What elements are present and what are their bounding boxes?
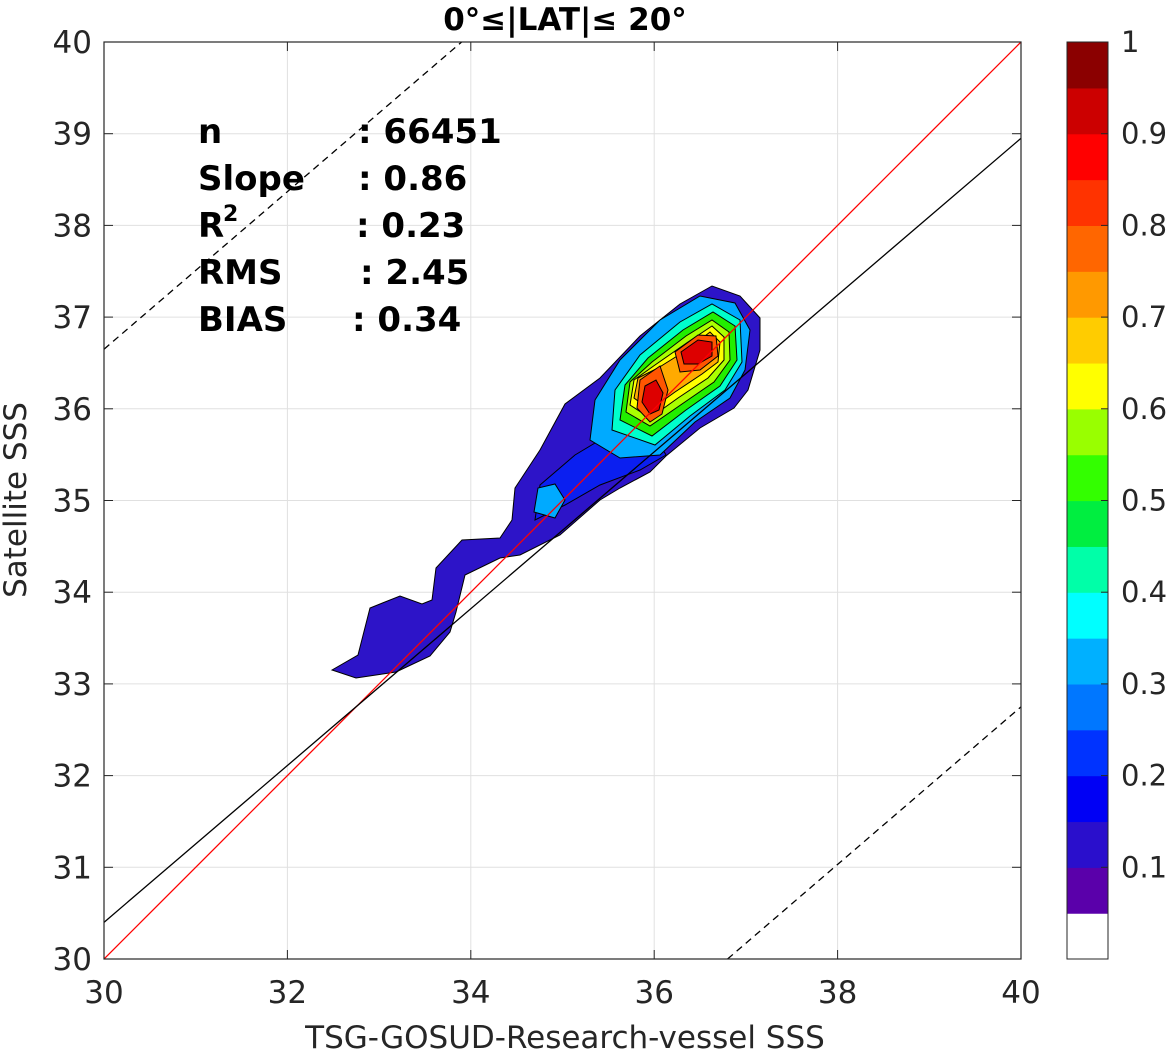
grid	[103, 41, 1022, 960]
y-tick-label-0: 30	[53, 942, 92, 978]
colorbar-swatch-1	[1067, 867, 1108, 914]
colorbar-label-7: 0.8	[1121, 208, 1167, 242]
y-tick-label-2: 32	[53, 759, 92, 795]
x-tick-label-0: 30	[84, 975, 123, 1011]
y-tick-label-1: 31	[53, 850, 92, 886]
colorbar-swatch-4	[1067, 729, 1108, 777]
colorbar: 0.1 0.2 0.3 0.4 0.5 0.6 0.7 0.8 0.9 1	[1066, 25, 1167, 960]
identity-line	[104, 42, 1021, 959]
colorbar-swatch-12	[1067, 362, 1108, 410]
x-tick-label-1: 32	[268, 975, 307, 1011]
colorbar-swatch-2	[1067, 821, 1108, 868]
stat-value-1: : 0.86	[358, 159, 467, 199]
colorbar-swatch-18	[1067, 87, 1108, 135]
x-axis-label: TSG-GOSUD-Research-vessel SSS	[304, 1020, 825, 1055]
stat-label-sup-2: 2	[223, 202, 238, 227]
colorbar-label-0: 0.1	[1121, 850, 1167, 884]
colorbar-label-5: 0.6	[1121, 392, 1167, 426]
stat-value-4: : 0.34	[352, 300, 461, 340]
y-axis-label: Satellite SSS	[0, 402, 34, 598]
y-tick-label-6: 36	[53, 392, 92, 428]
y-tick-label-10: 40	[53, 25, 92, 61]
colorbar-swatch-14	[1067, 271, 1108, 318]
colorbar-label-1: 0.2	[1121, 759, 1167, 793]
x-tick-label-5: 40	[1001, 975, 1040, 1011]
colorbar-swatch-0	[1067, 913, 1108, 960]
colorbar-swatch-8	[1067, 546, 1108, 593]
stat-label-0: n	[198, 112, 222, 152]
x-tick-label-3: 36	[634, 975, 673, 1011]
stat-label-1: Slope	[198, 159, 305, 199]
upper_bound-line	[104, 42, 463, 350]
colorbar-swatch-3	[1067, 775, 1108, 823]
stat-value-0: : 66451	[358, 112, 502, 152]
colorbar-swatch-19	[1067, 42, 1108, 89]
colorbar-swatch-11	[1067, 408, 1108, 456]
regression-line	[104, 137, 1021, 923]
density-contours	[330, 285, 761, 679]
x-tick-label-4: 38	[818, 975, 857, 1011]
stats-annotation: n : 66451 Slope : 0.86 R2 : 0.23 RMS : 2.45 BIAS…	[198, 112, 502, 340]
stat-label-3: RMS	[198, 253, 283, 293]
colorbar-swatch-16	[1067, 179, 1108, 226]
stat-label-4: BIAS	[198, 300, 287, 340]
x-tick-label-2: 34	[451, 975, 490, 1011]
colorbar-swatch-13	[1067, 317, 1108, 364]
axis-ticks	[103, 41, 1022, 960]
lower_bound-line	[727, 706, 1021, 959]
colorbar-swatch-5	[1067, 683, 1108, 731]
y-tick-label-8: 38	[53, 208, 92, 244]
colorbar-swatch-6	[1067, 638, 1108, 685]
stat-label-2: R	[198, 206, 224, 246]
colorbar-swatch-9	[1067, 500, 1108, 547]
stat-value-2: : 0.23	[356, 206, 465, 246]
colorbar-swatch-17	[1067, 133, 1108, 181]
stat-value-3: : 2.45	[360, 253, 469, 293]
y-tick-label-9: 39	[53, 117, 92, 153]
y-tick-label-4: 34	[53, 575, 92, 611]
reference-lines	[104, 42, 1021, 959]
y-tick-label-3: 33	[53, 667, 92, 703]
colorbar-label-8: 0.9	[1121, 117, 1167, 151]
colorbar-swatch-10	[1067, 454, 1108, 502]
chart-title: 0°≤|LAT|≤ 20°	[443, 2, 687, 38]
colorbar-swatch-7	[1067, 592, 1108, 639]
colorbar-label-9: 1	[1121, 25, 1139, 59]
y-tick-label-5: 35	[53, 484, 92, 520]
colorbar-label-6: 0.7	[1121, 300, 1167, 334]
tick-labels: 30 32 34 36 38 40 30 31 32 33 34 35 36 37 38 39 40	[53, 25, 1041, 1011]
contour-level-3b	[533, 483, 566, 519]
colorbar-label-4: 0.5	[1121, 484, 1167, 518]
colorbar-label-3: 0.4	[1121, 575, 1167, 609]
y-tick-label-7: 37	[53, 300, 92, 336]
colorbar-swatch-15	[1067, 225, 1108, 272]
colorbar-label-2: 0.3	[1121, 667, 1167, 701]
